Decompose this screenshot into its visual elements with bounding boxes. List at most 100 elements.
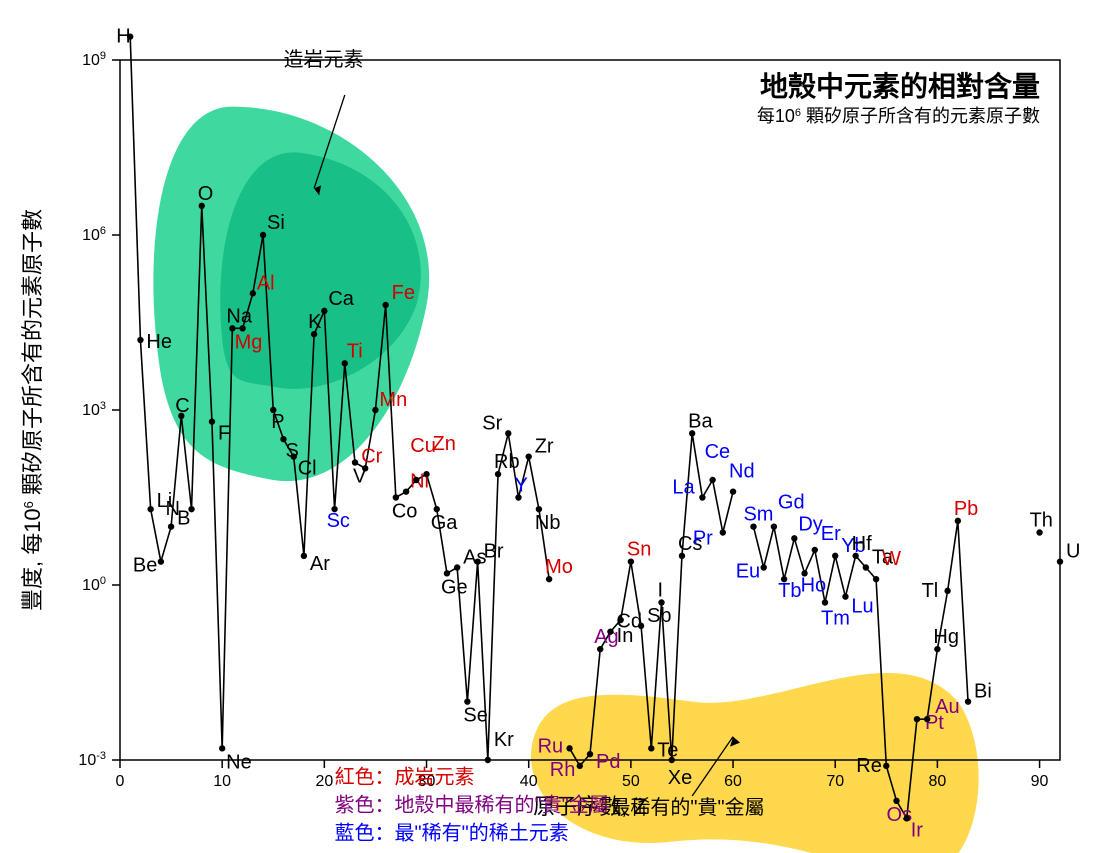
x-tick-label: 90 bbox=[1031, 773, 1049, 790]
element-point bbox=[832, 553, 838, 559]
element-label: Mn bbox=[379, 389, 407, 411]
element-point bbox=[137, 337, 143, 343]
element-point bbox=[566, 745, 572, 751]
element-point bbox=[158, 558, 164, 564]
element-point bbox=[209, 418, 215, 424]
element-point bbox=[372, 407, 378, 413]
element-label: Ho bbox=[801, 574, 827, 596]
element-point bbox=[474, 558, 480, 564]
element-point bbox=[822, 599, 828, 605]
element-label: In bbox=[617, 625, 634, 647]
element-label: Re bbox=[856, 755, 882, 777]
element-label: Rh bbox=[550, 759, 576, 781]
y-tick-label: 100 bbox=[82, 575, 106, 594]
element-point bbox=[290, 453, 296, 459]
element-point bbox=[587, 751, 593, 757]
element-label: Sr bbox=[482, 412, 502, 434]
element-label: Ir bbox=[911, 819, 924, 841]
element-label: Os bbox=[887, 804, 913, 826]
element-label: Te bbox=[657, 739, 678, 761]
element-label: N bbox=[166, 498, 180, 520]
element-label: Ca bbox=[328, 288, 354, 310]
element-label: Pr bbox=[693, 528, 713, 550]
element-point bbox=[403, 488, 409, 494]
element-label: Sm bbox=[743, 504, 773, 526]
element-label: Gd bbox=[778, 492, 805, 514]
abundance-chart: 0102030405060708090原子序數, Z10-31001031061… bbox=[0, 0, 1100, 853]
element-label: Sn bbox=[627, 539, 651, 561]
element-point bbox=[638, 623, 644, 629]
element-label: Ce bbox=[705, 441, 731, 463]
legend-purple: 紫色：地殼中最稀有的"貴"金屬 bbox=[335, 793, 609, 816]
chart-subtitle: 每106 顆矽原子所含有的元素原子數 bbox=[757, 106, 1040, 126]
element-label: F bbox=[218, 423, 230, 445]
element-point bbox=[812, 547, 818, 553]
element-label: Er bbox=[821, 523, 841, 545]
element-point bbox=[924, 716, 930, 722]
element-label: Se bbox=[463, 705, 487, 727]
element-label: Hg bbox=[933, 626, 959, 648]
element-label: Sc bbox=[327, 510, 350, 532]
element-label: Ba bbox=[688, 410, 713, 432]
element-point bbox=[413, 477, 419, 483]
element-point bbox=[730, 488, 736, 494]
element-label: Tm bbox=[821, 608, 850, 630]
element-point bbox=[607, 628, 613, 634]
element-label: Na bbox=[226, 305, 252, 327]
element-point bbox=[577, 763, 583, 769]
x-tick-label: 10 bbox=[213, 773, 231, 790]
element-label: Ar bbox=[310, 553, 330, 575]
element-label: Hf bbox=[852, 533, 872, 555]
element-point bbox=[842, 593, 848, 599]
legend-blue: 藍色：最"稀有"的稀土元素 bbox=[335, 821, 569, 844]
element-label: W bbox=[882, 548, 901, 570]
element-point bbox=[771, 523, 777, 529]
element-label: Mo bbox=[545, 556, 573, 578]
element-label: Tb bbox=[778, 580, 801, 602]
element-point bbox=[791, 535, 797, 541]
x-tick-label: 20 bbox=[315, 773, 333, 790]
element-label: Bi bbox=[974, 681, 992, 703]
element-label: Fe bbox=[392, 282, 415, 304]
element-label: Eu bbox=[736, 561, 760, 583]
element-point bbox=[1057, 558, 1063, 564]
element-point bbox=[454, 564, 460, 570]
element-point bbox=[505, 430, 511, 436]
element-label: Sb bbox=[647, 605, 671, 627]
element-label: La bbox=[672, 477, 695, 499]
element-label: P bbox=[271, 411, 284, 433]
element-label: Ru bbox=[538, 735, 564, 757]
element-label: Kr bbox=[494, 729, 514, 751]
element-label: K bbox=[308, 311, 322, 333]
element-point bbox=[904, 815, 910, 821]
element-label: Be bbox=[133, 555, 157, 577]
element-label: Co bbox=[392, 501, 418, 523]
x-tick-label: 50 bbox=[622, 773, 640, 790]
element-label: He bbox=[146, 331, 172, 353]
element-label: Ti bbox=[347, 340, 363, 362]
element-point bbox=[914, 716, 920, 722]
element-point bbox=[617, 617, 623, 623]
element-label: Pb bbox=[954, 498, 978, 520]
element-label: Zr bbox=[535, 436, 554, 458]
y-tick-label: 103 bbox=[82, 400, 106, 419]
yellow-annotation: 最稀有的"貴"金屬 bbox=[610, 796, 764, 819]
element-point bbox=[863, 564, 869, 570]
element-point bbox=[485, 757, 491, 763]
element-label: Dy bbox=[798, 513, 822, 535]
element-label: Br bbox=[484, 541, 504, 563]
x-tick-label: 60 bbox=[724, 773, 742, 790]
element-label: Rb bbox=[494, 451, 520, 473]
element-point bbox=[188, 506, 194, 512]
y-tick-label: 10-3 bbox=[78, 750, 106, 769]
element-point bbox=[147, 506, 153, 512]
element-label: Y bbox=[514, 475, 527, 497]
element-label: Ne bbox=[226, 751, 252, 773]
x-tick-label: 0 bbox=[116, 773, 125, 790]
x-tick-label: 40 bbox=[520, 773, 538, 790]
element-label: Si bbox=[267, 212, 285, 234]
element-label: U bbox=[1066, 541, 1080, 563]
element-point bbox=[301, 553, 307, 559]
y-tick-label: 106 bbox=[82, 225, 106, 244]
green-annotation: 造岩元素 bbox=[283, 48, 363, 71]
